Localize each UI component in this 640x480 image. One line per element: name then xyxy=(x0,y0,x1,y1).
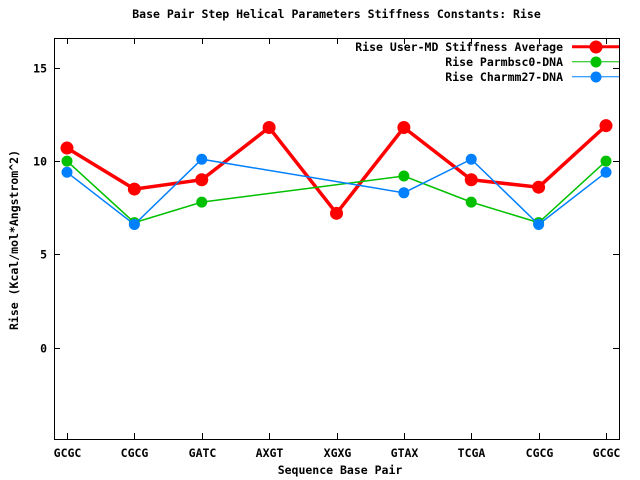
legend-marker-icon xyxy=(589,40,602,53)
data-point xyxy=(533,219,545,231)
data-point xyxy=(600,166,612,178)
y-tick-label: 0 xyxy=(40,342,47,356)
legend-entry: Rise Parmbsc0-DNA xyxy=(355,54,619,69)
y-tick-label: 15 xyxy=(33,62,47,76)
x-tick-label: GCGC xyxy=(593,446,621,460)
data-point xyxy=(60,141,74,155)
y-axis-label: Rise (Kcal/mol*Angstrom^2) xyxy=(7,149,21,331)
data-point xyxy=(127,182,141,196)
legend-entry: Rise User-MD Stiffness Average xyxy=(355,39,619,54)
legend-entry: Rise Charmm27-DNA xyxy=(355,69,619,84)
legend-label: Rise User-MD Stiffness Average xyxy=(355,39,563,54)
legend-marker-icon xyxy=(590,56,601,67)
data-point xyxy=(196,196,208,208)
x-tick-label: GCGC xyxy=(54,446,82,460)
x-axis-label: Sequence Base Pair xyxy=(277,463,403,477)
data-point xyxy=(464,173,478,187)
legend-sample-swatch xyxy=(572,39,619,54)
legend-label: Rise Parmbsc0-DNA xyxy=(445,54,563,69)
series-line xyxy=(66,124,608,217)
data-point xyxy=(600,155,612,167)
legend-label: Rise Charmm27-DNA xyxy=(445,69,563,84)
legend-sample-swatch xyxy=(572,69,619,84)
data-point xyxy=(532,180,546,194)
data-point xyxy=(196,153,208,165)
data-point xyxy=(398,187,410,199)
data-point xyxy=(195,173,209,187)
data-point xyxy=(61,166,73,178)
x-tick-label: TCGA xyxy=(458,446,486,460)
data-point xyxy=(397,121,411,135)
x-tick-label: CGCG xyxy=(526,446,554,460)
x-tick-label: XGXG xyxy=(324,446,352,460)
y-tick-label: 10 xyxy=(33,155,47,169)
data-point xyxy=(599,119,613,133)
legend-marker-icon xyxy=(590,71,601,82)
legend-sample-swatch xyxy=(572,54,619,69)
legend: Rise User-MD Stiffness Average Rise Parm… xyxy=(355,39,619,84)
x-tick-label: GATC xyxy=(189,446,217,460)
data-point xyxy=(61,155,73,167)
plot-border xyxy=(54,38,620,440)
data-point xyxy=(262,121,276,135)
x-tick-label: GTAX xyxy=(391,446,419,460)
y-tick-label: 5 xyxy=(40,248,47,262)
chart-title: Base Pair Step Helical Parameters Stiffn… xyxy=(132,7,541,21)
data-point xyxy=(465,196,477,208)
x-tick-label: CGCG xyxy=(121,446,149,460)
data-point xyxy=(330,206,343,220)
data-point xyxy=(398,170,410,182)
x-tick-label: AXGT xyxy=(256,446,284,460)
data-point xyxy=(128,219,140,231)
data-point xyxy=(465,153,477,165)
